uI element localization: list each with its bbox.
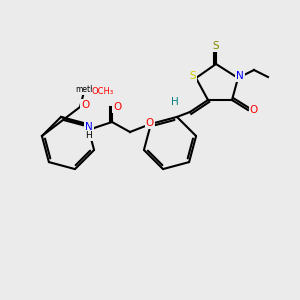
Text: O: O <box>146 118 154 128</box>
Text: N: N <box>236 71 244 81</box>
Text: O: O <box>113 102 121 112</box>
Text: O: O <box>250 105 258 115</box>
Text: methoxy: methoxy <box>75 85 109 94</box>
Text: S: S <box>213 41 219 51</box>
Text: S: S <box>190 71 196 81</box>
Text: O: O <box>81 100 89 110</box>
Text: H: H <box>171 97 179 107</box>
Text: N: N <box>85 122 93 132</box>
Text: OCH₃: OCH₃ <box>92 88 114 97</box>
Text: H: H <box>85 131 92 140</box>
